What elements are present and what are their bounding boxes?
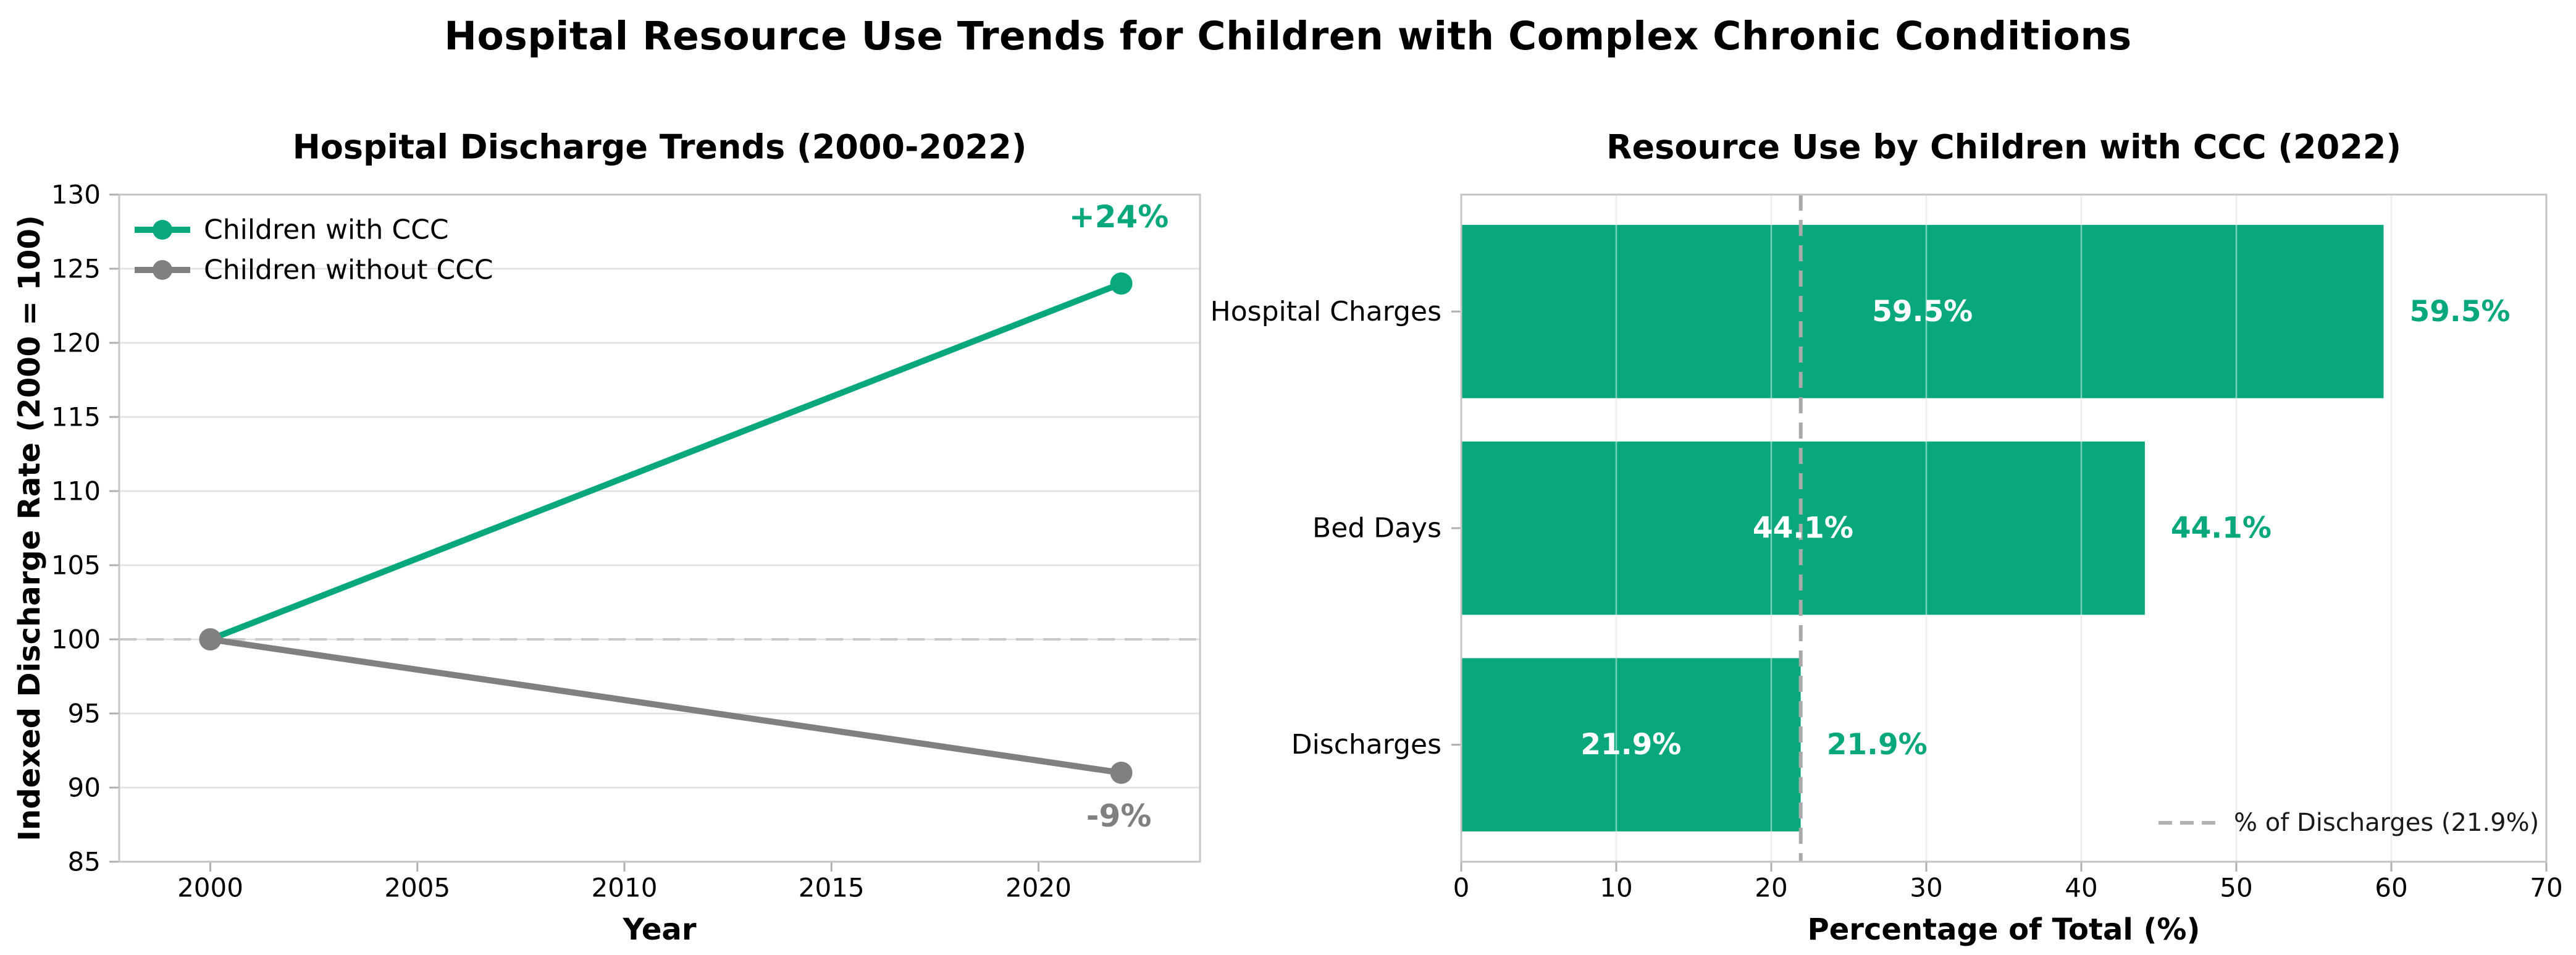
legend-label: % of Discharges (21.9%) (2234, 809, 2539, 837)
y-tick-label: 130 (51, 180, 101, 210)
legend: % of Discharges (21.9%) (2159, 809, 2539, 837)
x-tick-label: 2005 (384, 873, 450, 903)
series-line-0 (209, 280, 1123, 642)
y-tick-label: 95 (68, 699, 101, 729)
right-chart-title: Resource Use by Children with CCC (2022) (1606, 128, 2401, 167)
bar-outside-label: 21.9% (1827, 728, 1928, 762)
category-label: Discharges (1291, 729, 1441, 760)
data-point-marker (1110, 762, 1133, 784)
x-tick-label: 10 (1600, 873, 1632, 903)
x-tick-label: 50 (2220, 873, 2252, 903)
left-chart-title: Hospital Discharge Trends (2000-2022) (293, 128, 1027, 167)
x-tick-label: 2020 (1005, 873, 1072, 903)
x-tick-label: 0 (1453, 873, 1470, 903)
bar-hospital-charges (1461, 225, 2384, 398)
y-tick-label: 105 (51, 550, 101, 581)
y-tick-label: 120 (51, 328, 101, 358)
x-tick-label: 20 (1755, 873, 1787, 903)
x-tick-label: 40 (2065, 873, 2097, 903)
legend-label: Children with CCC (204, 214, 449, 246)
y-tick-label: 100 (51, 625, 101, 655)
series-line-1 (209, 636, 1122, 776)
legend: Children with CCC Children without CCC (135, 214, 493, 286)
line-chart: +24% -9% 2000 2005 2010 2015 2020 85 90 95 100 105 1… (12, 128, 1201, 947)
legend-marker (153, 220, 172, 240)
legend-label: Children without CCC (204, 255, 493, 286)
y-axis-label: Indexed Discharge Rate (2000 = 100) (12, 215, 47, 841)
y-tick-label: 90 (68, 773, 101, 803)
y-tick-label: 85 (68, 847, 101, 877)
y-tick-label: 110 (51, 476, 101, 507)
end-annotation: +24% (1069, 199, 1169, 235)
x-axis-label: Percentage of Total (%) (1808, 912, 2201, 947)
figure-title: Hospital Resource Use Trends for Childre… (444, 14, 2132, 59)
legend-marker (153, 260, 172, 280)
bar-discharges (1461, 658, 1801, 831)
y-tick-label: 125 (51, 254, 101, 284)
data-point-marker (199, 628, 222, 650)
bar-inside-label: 59.5% (1872, 295, 1973, 329)
data-point-marker (1110, 272, 1133, 295)
plot-border (1460, 193, 2548, 863)
category-label: Hospital Charges (1210, 296, 1441, 327)
x-tick-label: 30 (1910, 873, 1942, 903)
x-tick-label: 2010 (592, 873, 658, 903)
bar-inside-label: 21.9% (1580, 728, 1681, 762)
bar-outside-label: 44.1% (2171, 511, 2272, 545)
bar-bed-days (1461, 441, 2145, 615)
x-tick-label: 2015 (799, 873, 865, 903)
y-tick-label: 115 (51, 402, 101, 432)
x-tick-label: 70 (2530, 873, 2562, 903)
x-tick-label: 60 (2375, 873, 2407, 903)
end-annotation: -9% (1086, 798, 1152, 834)
plot-border (118, 193, 1201, 863)
category-label: Bed Days (1312, 513, 1441, 544)
bar-chart: 59.5% 59.5% 44.1% 44.1% 21.9% 21.9% Hospital C… (1210, 128, 2563, 948)
x-axis-label: Year (623, 912, 697, 947)
bar-outside-label: 59.5% (2409, 295, 2510, 329)
bar-inside-label: 44.1% (1753, 511, 1853, 545)
x-tick-label: 2000 (177, 873, 243, 903)
